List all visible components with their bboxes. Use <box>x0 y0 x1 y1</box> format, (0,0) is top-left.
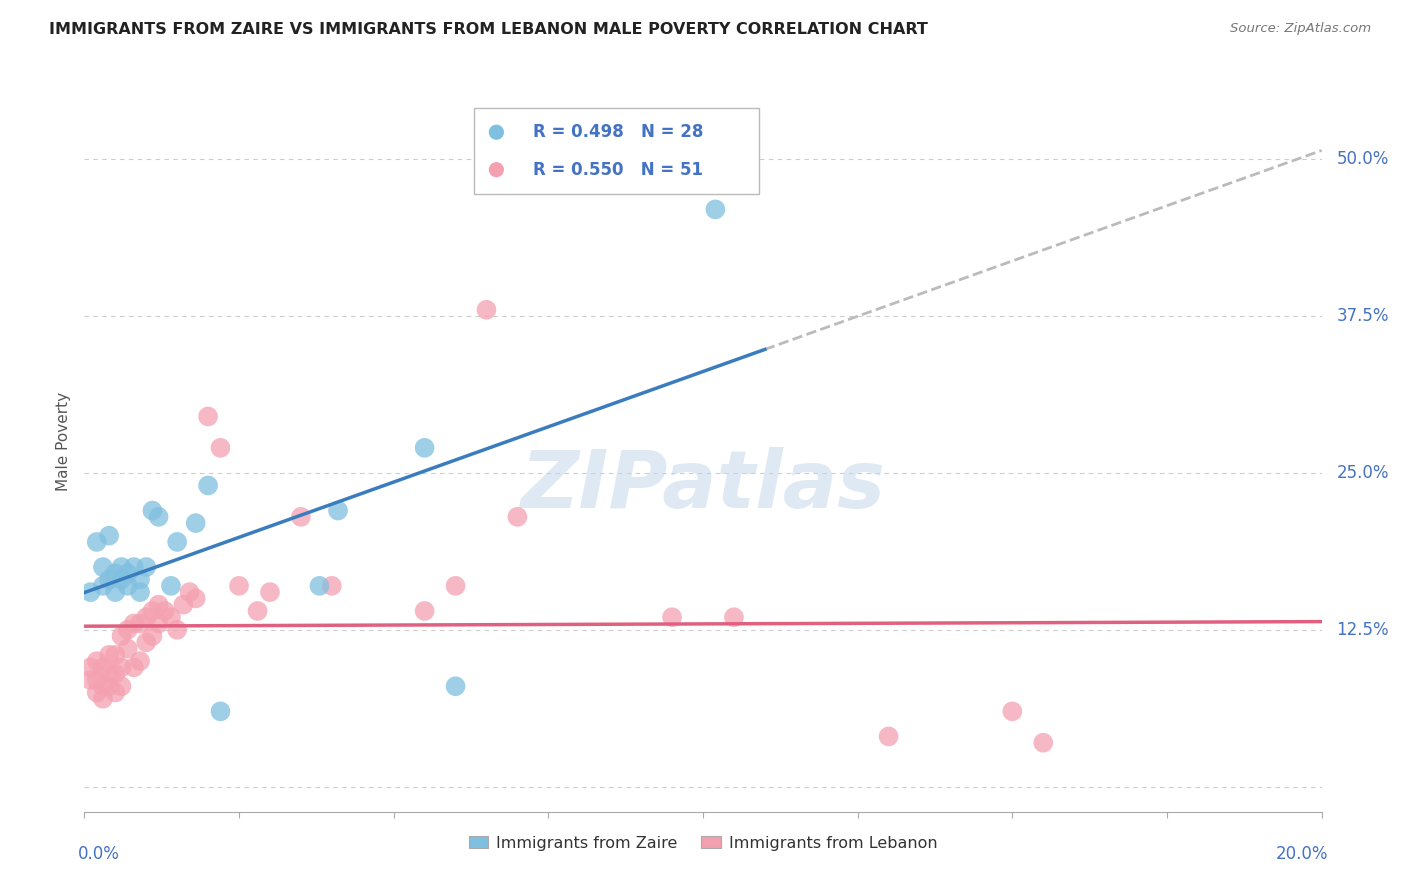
Point <box>122 616 145 631</box>
Point <box>148 509 170 524</box>
Point <box>98 573 121 587</box>
Point <box>135 560 157 574</box>
Point <box>197 478 219 492</box>
Point <box>160 610 183 624</box>
Point <box>413 604 436 618</box>
Point <box>148 616 170 631</box>
Point <box>148 598 170 612</box>
Point <box>117 566 139 581</box>
Point <box>122 660 145 674</box>
Point <box>290 509 312 524</box>
Point <box>86 654 108 668</box>
Point <box>110 679 132 693</box>
Text: 20.0%: 20.0% <box>1275 845 1327 863</box>
Point <box>129 616 152 631</box>
Point <box>98 529 121 543</box>
Point <box>86 685 108 699</box>
Text: Source: ZipAtlas.com: Source: ZipAtlas.com <box>1230 22 1371 36</box>
Point <box>86 535 108 549</box>
Point <box>135 610 157 624</box>
Point <box>117 579 139 593</box>
Point <box>129 585 152 599</box>
Point <box>321 579 343 593</box>
Point <box>228 579 250 593</box>
Text: 25.0%: 25.0% <box>1337 464 1389 482</box>
Text: 37.5%: 37.5% <box>1337 307 1389 325</box>
Point <box>110 629 132 643</box>
Text: R = 0.498   N = 28: R = 0.498 N = 28 <box>533 123 704 141</box>
Point <box>413 441 436 455</box>
Point <box>172 598 194 612</box>
Point <box>259 585 281 599</box>
Text: IMMIGRANTS FROM ZAIRE VS IMMIGRANTS FROM LEBANON MALE POVERTY CORRELATION CHART: IMMIGRANTS FROM ZAIRE VS IMMIGRANTS FROM… <box>49 22 928 37</box>
Y-axis label: Male Poverty: Male Poverty <box>56 392 72 491</box>
Point <box>197 409 219 424</box>
Point <box>91 660 114 674</box>
Point <box>1032 736 1054 750</box>
Point <box>79 585 101 599</box>
Point <box>110 660 132 674</box>
Point <box>98 666 121 681</box>
Point <box>98 648 121 662</box>
Legend: Immigrants from Zaire, Immigrants from Lebanon: Immigrants from Zaire, Immigrants from L… <box>463 830 943 857</box>
Point <box>246 604 269 618</box>
Point <box>117 641 139 656</box>
Point <box>184 516 207 530</box>
Point <box>117 623 139 637</box>
Point <box>166 535 188 549</box>
Point <box>160 579 183 593</box>
Point <box>1001 704 1024 718</box>
Point <box>209 704 232 718</box>
Point <box>91 679 114 693</box>
Point <box>91 560 114 574</box>
Point <box>135 635 157 649</box>
Point <box>661 610 683 624</box>
Point <box>444 579 467 593</box>
Point <box>104 648 127 662</box>
Point <box>141 604 163 618</box>
Text: 50.0%: 50.0% <box>1337 150 1389 169</box>
Point <box>122 560 145 574</box>
Point <box>704 202 727 217</box>
Text: 0.0%: 0.0% <box>79 845 120 863</box>
Text: ZIPatlas: ZIPatlas <box>520 447 886 525</box>
Point <box>104 685 127 699</box>
Point <box>184 591 207 606</box>
Point <box>104 566 127 581</box>
Point <box>91 691 114 706</box>
Point <box>129 654 152 668</box>
Point <box>104 585 127 599</box>
Point <box>141 629 163 643</box>
Point <box>79 673 101 687</box>
Text: 12.5%: 12.5% <box>1337 621 1389 639</box>
Point <box>326 503 349 517</box>
Point <box>444 679 467 693</box>
Point <box>91 579 114 593</box>
Point <box>104 666 127 681</box>
Point <box>98 679 121 693</box>
Point <box>129 573 152 587</box>
Point <box>475 302 498 317</box>
Point <box>86 673 108 687</box>
Point <box>723 610 745 624</box>
Point <box>877 730 900 744</box>
FancyBboxPatch shape <box>474 109 759 194</box>
Point <box>179 585 201 599</box>
Text: R = 0.550   N = 51: R = 0.550 N = 51 <box>533 161 703 178</box>
Point <box>79 660 101 674</box>
Point <box>110 573 132 587</box>
Point <box>153 604 176 618</box>
Point <box>506 509 529 524</box>
Point <box>209 441 232 455</box>
Point <box>308 579 330 593</box>
Point <box>166 623 188 637</box>
Point <box>110 560 132 574</box>
Point <box>141 503 163 517</box>
